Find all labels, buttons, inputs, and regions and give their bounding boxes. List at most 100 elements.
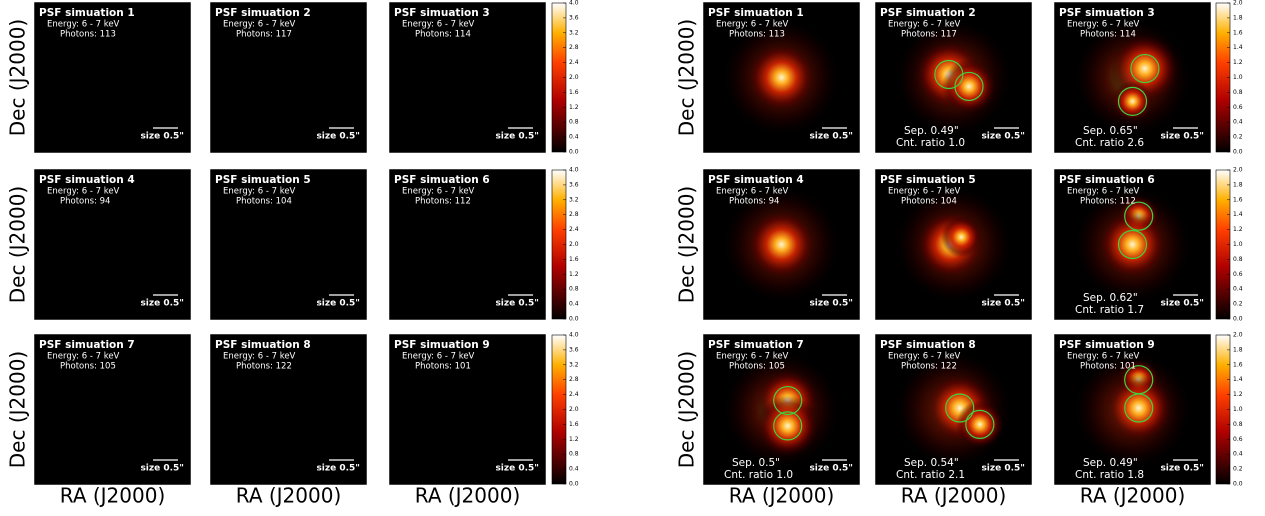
colorbar-tick-label: 3.2 [569, 196, 579, 203]
panel-frame [1054, 2, 1211, 153]
colorbar-tick-label: 0.2 [1233, 301, 1243, 308]
source-circle [773, 411, 803, 441]
panel-frame [34, 2, 191, 153]
panel-frame [1054, 169, 1211, 320]
colorbar-tick-label: 0.8 [1233, 89, 1243, 96]
energy-label: Energy: 6 - 7 keV [402, 20, 475, 30]
colorbar-tick-label: 1.6 [1233, 29, 1243, 36]
panel-title: PSF simuation 5 [880, 174, 976, 186]
colorbar-tick-label: 1.8 [1233, 181, 1243, 188]
colorbar-tick-label: 0.0 [1233, 316, 1243, 323]
photons-label: Photons: 105 [60, 362, 116, 372]
count-ratio-label: Cnt. ratio 1.7 [1075, 304, 1144, 316]
energy-label: Energy: 6 - 7 keV [1067, 20, 1140, 30]
colorbar-tick-label: 0.4 [1233, 286, 1243, 293]
colorbar-tick-label: 1.2 [569, 271, 579, 278]
photons-label: Photons: 101 [1080, 362, 1136, 372]
colorbar-tick-label: 0.0 [569, 316, 579, 323]
energy-label: Energy: 6 - 7 keV [47, 352, 120, 362]
panel-frame [210, 169, 367, 320]
source-circle [1117, 86, 1148, 116]
colorbar-tick-label: 2.0 [1233, 167, 1243, 174]
panel-title: PSF simuation 8 [880, 339, 976, 351]
photons-label: Photons: 105 [729, 362, 785, 372]
photons-label: Photons: 112 [1080, 197, 1136, 207]
scale-label: size 0.5" [809, 464, 853, 474]
scale-label: size 0.5" [495, 132, 539, 142]
panel-title: PSF simuation 2 [215, 7, 311, 19]
panel-frame [703, 334, 860, 485]
source-circle [945, 393, 975, 423]
colorbar-tick-label: 1.0 [1233, 241, 1243, 248]
colorbar-tick-label: 2.4 [569, 59, 579, 66]
energy-label: Energy: 6 - 7 keV [716, 187, 789, 197]
colorbar-tick-label: 0.8 [1233, 256, 1243, 263]
count-ratio-label: Cnt. ratio 1.0 [724, 469, 793, 481]
colorbar-tick-label: 0.2 [1233, 134, 1243, 141]
scale-label: size 0.5" [1160, 132, 1204, 142]
colorbar-tick-label: 1.0 [1233, 74, 1243, 81]
colorbar-tick-label: 0.0 [1233, 149, 1243, 156]
separation-label: Sep. 0.49" [904, 125, 959, 137]
panel-background [35, 170, 190, 319]
panel-title: PSF simuation 2 [880, 7, 976, 19]
energy-label: Energy: 6 - 7 keV [223, 20, 296, 30]
colorbar-tick-label: 1.0 [1233, 406, 1243, 413]
y-axis-label: Dec (J2000) [6, 186, 30, 303]
colorbar-tick-label: 2.8 [569, 44, 579, 51]
panel-title: PSF simuation 7 [39, 339, 135, 351]
scale-label: size 0.5" [981, 132, 1025, 142]
colorbar-tick-label: 1.2 [569, 104, 579, 111]
panel-frame [210, 334, 367, 485]
photons-label: Photons: 114 [1080, 30, 1136, 40]
panel-frame [1054, 334, 1211, 485]
y-axis-label: Dec (J2000) [675, 351, 699, 468]
count-ratio-label: Cnt. ratio 2.1 [896, 469, 965, 481]
colorbar-tick-label: 0.4 [1233, 119, 1243, 126]
colorbar-tick-label: 0.6 [1233, 271, 1243, 278]
energy-label: Energy: 6 - 7 keV [716, 352, 789, 362]
colorbar-tick-label: 1.4 [1233, 211, 1243, 218]
panel-background [35, 3, 190, 152]
x-axis-label: RA (J2000) [60, 484, 166, 508]
psf-blob [747, 43, 816, 112]
panel-title: PSF simuation 8 [215, 339, 311, 351]
panel-background [211, 335, 366, 484]
energy-label: Energy: 6 - 7 keV [47, 187, 120, 197]
colorbar-tick-label: 0.4 [569, 466, 579, 473]
colorbar-tick-label: 2.4 [569, 226, 579, 233]
scale-label: size 0.5" [316, 464, 360, 474]
colorbar-tick-label: 3.6 [569, 14, 579, 21]
source-circle [954, 71, 984, 102]
colorbar-tick-label: 1.8 [1233, 14, 1243, 21]
energy-label: Energy: 6 - 7 keV [223, 352, 296, 362]
y-axis-label: Dec (J2000) [675, 186, 699, 303]
psf-blob [747, 210, 816, 279]
colorbar-tick-label: 3.6 [569, 181, 579, 188]
colorbar-tick-label: 1.2 [569, 436, 579, 443]
energy-label: Energy: 6 - 7 keV [402, 352, 475, 362]
colorbar-tick-label: 0.8 [569, 451, 579, 458]
energy-label: Energy: 6 - 7 keV [402, 187, 475, 197]
panel-title: PSF simuation 6 [1059, 174, 1155, 186]
colorbar-tick-label: 0.0 [1233, 481, 1243, 488]
colorbar-tick-label: 0.8 [1233, 421, 1243, 428]
colorbar-tick-label: 2.0 [569, 74, 579, 81]
count-ratio-label: Cnt. ratio 1.8 [1075, 469, 1144, 481]
colorbar-tick-label: 0.4 [1233, 451, 1243, 458]
colorbar-tick-label: 1.6 [569, 421, 579, 428]
psf-blob [757, 395, 819, 457]
colorbar-tick-label: 2.8 [569, 211, 579, 218]
